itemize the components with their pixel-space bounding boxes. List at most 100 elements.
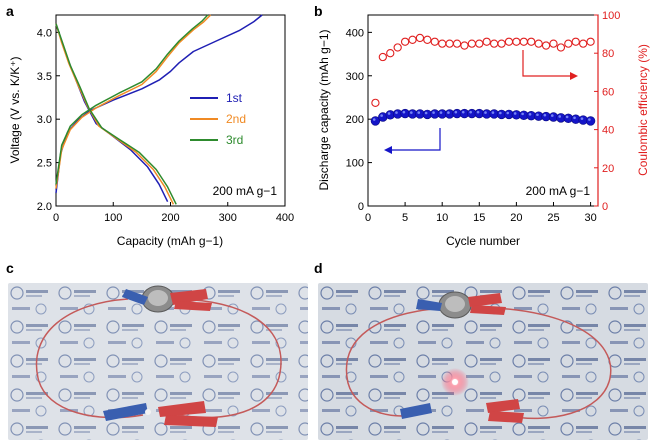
chart-b-ce-point	[445, 39, 454, 48]
chart-b-ce-point	[579, 39, 588, 48]
photo-d	[318, 283, 648, 440]
chart-b-capacity-point-highlight	[513, 112, 517, 115]
chart-b-capacity-point-highlight	[588, 118, 591, 121]
photo-c-scene	[8, 283, 308, 440]
chart-a-xtick-label: 100	[104, 212, 122, 224]
chart-a-line-2nd-discharge	[55, 23, 175, 205]
chart-b-ytick-label: 100	[346, 158, 364, 170]
chart-b-capacity-point-highlight	[528, 113, 532, 116]
chart-b-ce-point	[408, 35, 417, 44]
chart-b-ce-point	[564, 39, 573, 48]
chart-b-ytick-label: 0	[358, 201, 364, 213]
chart-a-y-axis: 2.0 2.5 3.0 3.5 4.0	[37, 27, 60, 213]
chart-b-capacity-point-highlight	[484, 111, 487, 114]
chart-b-capacity-point-highlight	[432, 111, 435, 114]
chart-b-capacity-point-highlight	[454, 110, 458, 114]
chart-b-capacity-point-highlight	[410, 111, 413, 114]
chart-b-capacity-point-highlight	[506, 111, 510, 115]
chart-b-ce-point	[467, 39, 477, 48]
chart-b-annotation: 200 mA g−1	[526, 184, 591, 198]
panel-label-b: b	[314, 3, 323, 19]
chart-b-capacity-point-highlight	[580, 117, 584, 120]
chart-b-arrow-left	[384, 128, 441, 154]
panel-label-c: c	[6, 260, 14, 276]
chart-b-capacity-point	[585, 116, 596, 126]
chart-b-capacity-point-highlight	[417, 111, 421, 114]
chart-a: 0 100 200 300 400 2.0 2.5 3.0 3.5 4.0 Capacity (…	[8, 14, 294, 248]
chart-b-ce-point	[415, 33, 425, 43]
chart-b-y2-axis: 0 20 40 60 80 100	[594, 10, 620, 213]
chart-b-capacity-point-highlight	[395, 111, 398, 114]
chart-b-ce-point	[504, 37, 514, 46]
chart-b-capacity-point-highlight	[536, 113, 539, 117]
chart-b-xtick-label: 5	[402, 212, 408, 224]
chart-b-capacity-point-highlight	[387, 112, 391, 115]
chart-b-ytick-label: 200	[346, 114, 364, 126]
chart-b-capacity-point-highlight	[380, 114, 383, 117]
chart-b-capacity-point-highlight	[573, 116, 576, 120]
chart-b-xlabel: Cycle number	[446, 234, 520, 248]
chart-a-legend-label: 2nd	[226, 112, 246, 126]
photo-d-scene	[318, 283, 648, 440]
chart-b-capacity-point-highlight	[491, 111, 495, 114]
chart-b-capacity-point-highlight	[372, 118, 376, 121]
chart-b-ce-point	[430, 37, 439, 46]
chart-b-ce-point	[549, 39, 558, 48]
chart-b-capacity-point-highlight	[461, 110, 465, 114]
chart-b-capacity-point-highlight	[402, 110, 406, 114]
chart-b-y2tick-label: 0	[602, 201, 608, 213]
photo-c	[8, 283, 308, 440]
chart-b-capacity-point-highlight	[424, 111, 428, 115]
chart-b-xtick-label: 0	[365, 212, 371, 224]
chart-a-xtick-label: 400	[276, 212, 294, 224]
chart-b-x-axis: 0 5 10 15 20 25 30	[365, 202, 597, 224]
chart-b-ce-point	[586, 37, 595, 46]
chart-a-xtick-label: 0	[53, 212, 59, 224]
chart-b-ce-point	[460, 41, 469, 50]
chart-b-arrow-right	[522, 50, 578, 80]
chart-b-capacity-point-highlight	[558, 115, 562, 118]
chart-a-ytick-label: 2.5	[37, 158, 52, 170]
chart-b-y2tick-label: 100	[602, 10, 620, 22]
chart-b-xtick-label: 30	[584, 212, 596, 224]
chart-a-xtick-label: 300	[219, 212, 237, 224]
chart-b-capacity-point-highlight	[521, 112, 524, 116]
chart-b-ce-point	[489, 39, 499, 48]
chart-b-ce-point	[541, 41, 551, 50]
chart-b-capacity-point-highlight	[565, 115, 569, 119]
chart-b-xtick-label: 15	[473, 212, 485, 224]
chart-b-ce-point	[571, 37, 580, 46]
chart-a-ytick-label: 2.0	[37, 201, 52, 213]
chart-a-legend: 1st 2nd 3rd	[190, 91, 246, 147]
chart-b-xtick-label: 20	[510, 212, 522, 224]
chart-panels: a 0 100 200 300 400 2.02.53.03.54.0 Capacity…	[6, 3, 650, 248]
chart-b-ce-point	[475, 39, 484, 48]
panel-label-a: a	[6, 3, 14, 19]
chart-a-xlabel: Capacity (mAh g−1)	[117, 234, 223, 248]
chart-b-ce-point	[378, 52, 387, 62]
chart-b-ce-point	[534, 39, 543, 48]
chart-b-ce-point	[386, 49, 395, 58]
chart-b-y2tick-label: 80	[602, 48, 614, 60]
chart-a-line-1st-discharge	[55, 23, 169, 203]
chart-b-capacity-point-highlight	[469, 110, 472, 114]
chart-a-xtick-label: 200	[161, 212, 179, 224]
chart-b-y2tick-label: 20	[602, 163, 614, 175]
chart-b-y2tick-label: 40	[602, 125, 614, 137]
chart-a-ylabel: Voltage (V vs. K/K⁺)	[8, 56, 22, 163]
chart-b-ce-point	[393, 43, 402, 52]
chart-a-legend-label: 3rd	[226, 133, 243, 147]
photo-labels: c d	[6, 260, 323, 276]
chart-a-line-3rd-charge	[55, 14, 209, 185]
chart-a-ytick-label: 3.0	[37, 114, 52, 126]
chart-b-ce-point	[423, 35, 432, 44]
chart-a-x-axis: 0 100 200 300 400	[53, 202, 294, 224]
chart-b-series	[370, 33, 596, 126]
panel-label-d: d	[314, 260, 323, 276]
chart-b-ce-point	[452, 39, 462, 48]
chart-b-xtick-label: 25	[547, 212, 559, 224]
chart-b-capacity-point-highlight	[499, 111, 502, 115]
chart-b-capacity-point-highlight	[550, 114, 554, 117]
chart-b-ce-point	[519, 37, 528, 46]
